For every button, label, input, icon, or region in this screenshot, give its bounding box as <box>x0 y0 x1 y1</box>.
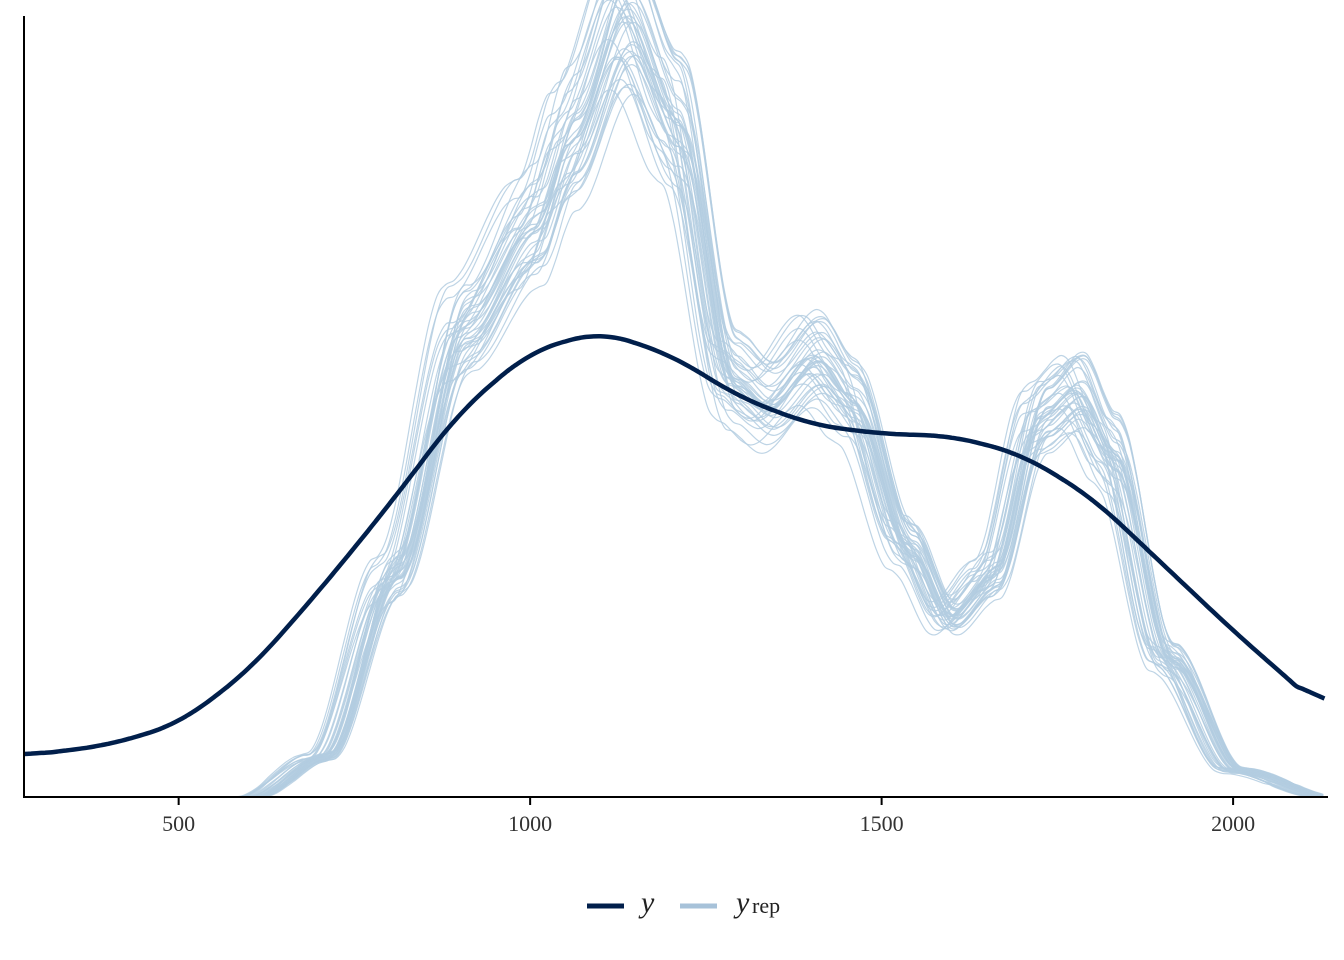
yrep-line <box>23 0 1324 798</box>
y-line <box>23 334 1326 757</box>
yrep-line <box>23 56 1324 798</box>
yrep-line <box>23 44 1324 798</box>
x-tick-label: 1000 <box>508 811 552 836</box>
yrep-line <box>23 0 1324 798</box>
yrep-lines <box>23 0 1324 798</box>
x-tick-label: 1500 <box>860 811 904 836</box>
yrep-line <box>23 0 1324 798</box>
yrep-line <box>23 0 1324 798</box>
legend: y y rep <box>587 886 780 919</box>
legend-y-label: y <box>638 886 655 919</box>
yrep-line <box>23 0 1324 798</box>
yrep-line <box>23 8 1324 798</box>
yrep-line <box>23 0 1324 798</box>
legend-yrep-subscript: rep <box>752 893 780 918</box>
y-line-group <box>23 334 1326 757</box>
yrep-line <box>23 0 1324 798</box>
yrep-line <box>23 0 1324 798</box>
yrep-line <box>23 58 1324 798</box>
yrep-line <box>23 0 1324 798</box>
x-tick-label: 2000 <box>1211 811 1255 836</box>
yrep-line <box>23 0 1324 798</box>
yrep-line <box>23 0 1324 798</box>
yrep-line <box>23 0 1324 798</box>
yrep-line <box>23 0 1324 798</box>
yrep-line <box>23 6 1324 798</box>
legend-yrep-label: y <box>733 886 750 919</box>
x-tick-label: 500 <box>162 811 195 836</box>
yrep-line <box>23 0 1324 798</box>
yrep-line <box>23 0 1324 798</box>
x-axis-ticks: 500 1000 1500 2000 <box>162 797 1255 836</box>
yrep-line <box>23 41 1324 798</box>
